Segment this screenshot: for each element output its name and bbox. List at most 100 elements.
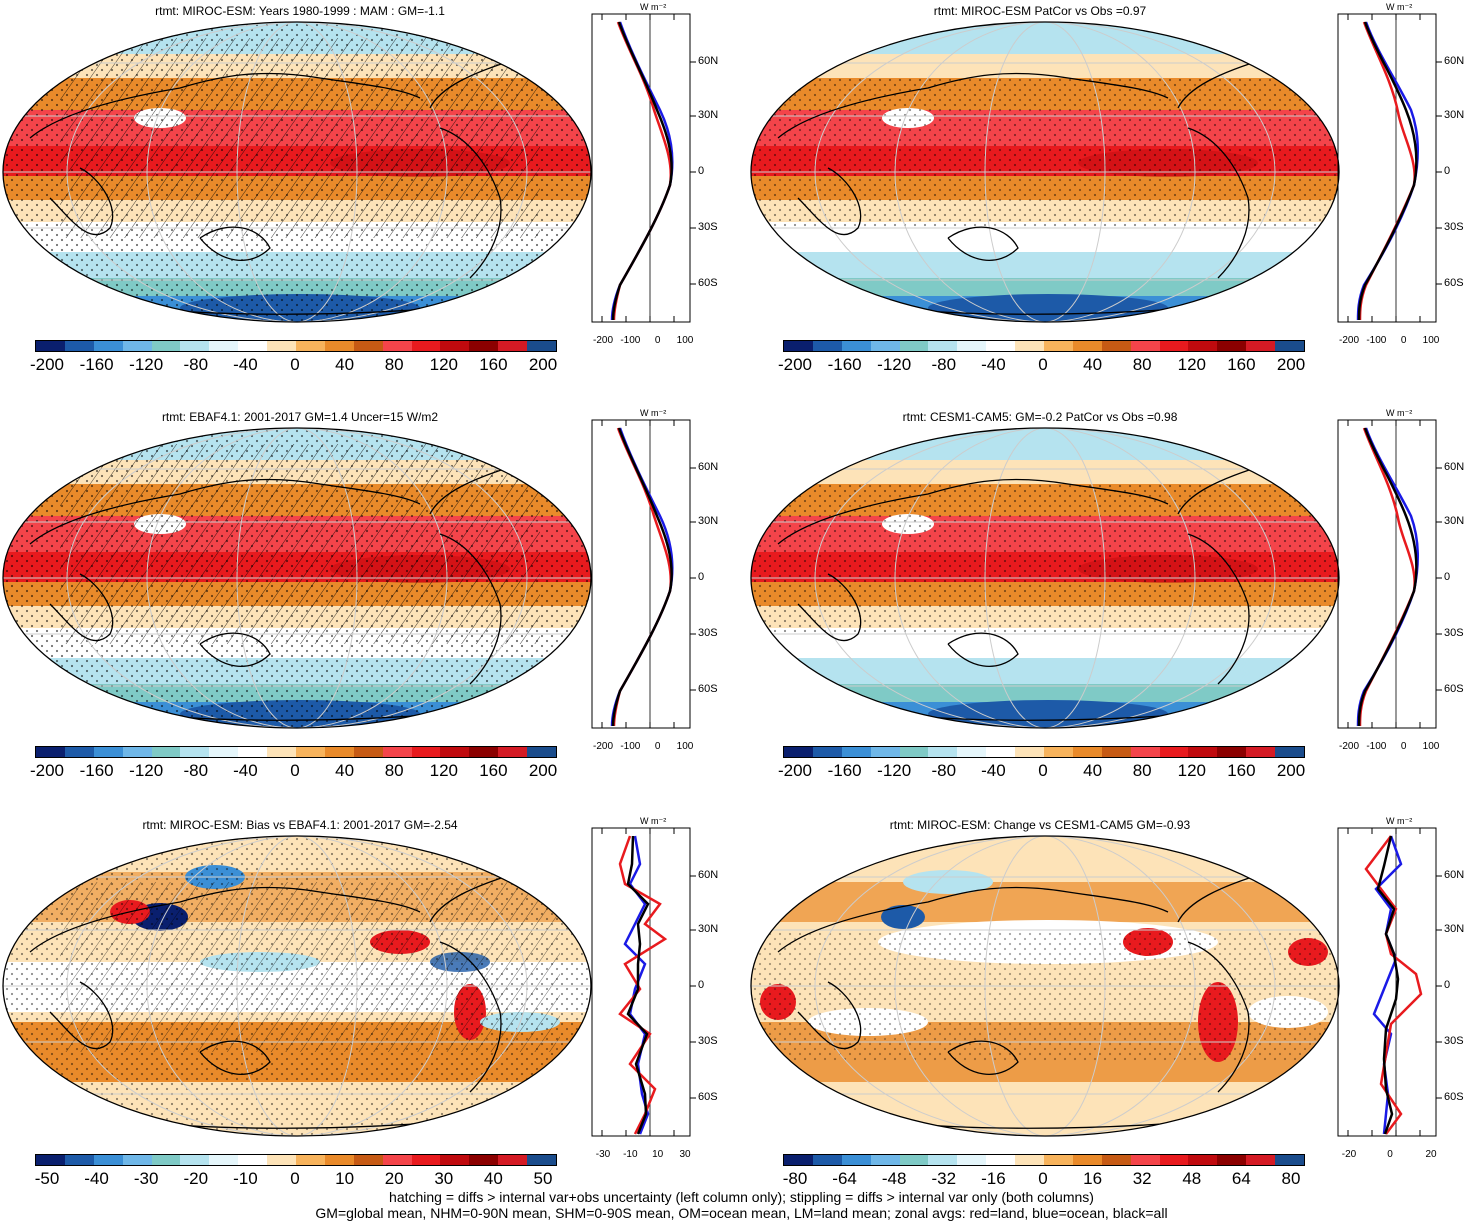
map-plot (0, 18, 600, 328)
zonal-tick-label: -100 (1366, 741, 1387, 752)
colorbar-swatch (324, 1155, 354, 1165)
zonal-units: W m⁻² (640, 408, 667, 418)
zonal-lat-label: 30S (698, 221, 718, 233)
zonal-plot (590, 406, 710, 746)
colorbar-tick-label: -120 (877, 355, 912, 374)
colorbar-swatch (899, 341, 929, 351)
colorbar-tick-label: 120 (429, 355, 458, 374)
colorbar-swatch (812, 1155, 842, 1165)
colorbar-tick-label: 0 (290, 1169, 300, 1188)
colorbar-swatch (957, 747, 987, 757)
zonal-lat-label: 60S (698, 1091, 718, 1103)
colorbar-tick-label: 0 (1038, 1169, 1048, 1188)
colorbar-tick-label: 0 (1038, 761, 1048, 780)
panel-title: rtmt: MIROC-ESM PatCor vs Obs =0.97 (933, 4, 1147, 18)
colorbar-tick-label: 80 (384, 355, 404, 374)
colorbar-swatch (440, 341, 470, 351)
colorbar-swatch (382, 747, 412, 757)
zonal-tick-label: 0 (654, 335, 661, 346)
zonal-lat-label: 30N (1444, 515, 1465, 527)
colorbar-swatch (180, 1155, 210, 1165)
colorbar-swatch (527, 747, 557, 757)
colorbar-swatch (1101, 747, 1131, 757)
colorbar-swatch (1275, 1155, 1305, 1165)
colorbar-tick-label: 48 (1182, 1169, 1202, 1188)
colorbar-tick-label: -10 (233, 1169, 258, 1188)
colorbar-swatch (353, 747, 383, 757)
colorbar-tick-label: 30 (434, 1169, 454, 1188)
zonal-lat-label: 60S (1444, 683, 1464, 695)
colorbar-swatch (812, 341, 842, 351)
colorbar-swatch (238, 747, 268, 757)
colorbar-tick-label: -64 (832, 1169, 857, 1188)
colorbar-swatch (870, 1155, 900, 1165)
colorbar-tick-label: 16 (1083, 1169, 1103, 1188)
colorbar-tick-label: -200 (777, 355, 813, 374)
map-plot (0, 832, 600, 1142)
zonal-tick-label: -30 (595, 1149, 611, 1160)
zonal-tick-label: -100 (620, 741, 641, 752)
colorbar-tick-label: -20 (183, 1169, 209, 1188)
colorbar-swatch (1072, 747, 1102, 757)
colorbar-tick-label: -80 (183, 355, 209, 374)
zonal-lat-label: 30N (698, 923, 719, 935)
zonal-lat-label: 60S (1444, 277, 1464, 289)
colorbar-swatch (267, 747, 297, 757)
colorbar-swatch (928, 341, 958, 351)
colorbar-swatch (1159, 341, 1189, 351)
zonal-tick-label: 0 (1387, 1149, 1393, 1160)
colorbar-tick-label: 32 (1132, 1169, 1152, 1188)
colorbar-tick-label: -200 (29, 761, 65, 780)
colorbar-swatch (440, 1155, 470, 1165)
colorbar-tick-label: 50 (533, 1169, 553, 1188)
colorbar-tick-label: 40 (1083, 761, 1103, 780)
zonal-lat-label: 60N (698, 461, 719, 473)
colorbar-swatch (324, 747, 354, 757)
colorbar-tick-label: -160 (827, 761, 862, 780)
colorbar-swatch (324, 341, 354, 351)
colorbar-tick-label: 120 (429, 761, 458, 780)
zonal-lat-label: 30S (1444, 627, 1464, 639)
colorbar-tick-label: -200 (777, 761, 813, 780)
colorbar-swatch (527, 341, 557, 351)
zonal-lat-label: 30S (698, 627, 718, 639)
colorbar-tick-label: 200 (528, 355, 558, 374)
colorbar-tick-label: -30 (133, 1169, 159, 1188)
zonal-lat-label: 0 (1444, 979, 1451, 991)
colorbar-swatch (1246, 747, 1276, 757)
map-plot (748, 18, 1348, 328)
colorbar-tick-label: -120 (877, 761, 912, 780)
panel-title: rtmt: CESM1-CAM5: GM=-0.2 PatCor vs Obs … (902, 410, 1178, 424)
colorbar-swatch (122, 1155, 152, 1165)
zonal-lat-label: 30S (1444, 1035, 1464, 1047)
zonal-tick-label: 0 (1400, 335, 1407, 346)
colorbar-tick-label: 10 (335, 1169, 355, 1188)
zonal-tick-label: -200 (592, 335, 614, 346)
colorbar-swatch (1217, 747, 1247, 757)
colorbar-tick-label: 40 (335, 761, 355, 780)
zonal-lat-label: 60N (698, 869, 719, 881)
colorbar-tick-label: 0 (1038, 355, 1048, 374)
colorbar-swatch (1188, 1155, 1218, 1165)
colorbar-swatch (440, 747, 470, 757)
colorbar-tick-label: 20 (384, 1169, 404, 1188)
zonal-lat-label: 0 (698, 979, 705, 991)
zonal-lat-label: 60N (1444, 55, 1465, 67)
colorbar-swatch (784, 1155, 813, 1165)
zonal-tick-label: 100 (1422, 741, 1440, 752)
colorbar-swatch (209, 1155, 239, 1165)
colorbar-tick-label: -32 (931, 1169, 957, 1188)
colorbar-swatch (1159, 1155, 1189, 1165)
colorbar-tick-label: -80 (931, 761, 957, 780)
zonal-tick-label: 100 (676, 741, 694, 752)
colorbar-swatch (151, 1155, 181, 1165)
colorbar-tick-label: -40 (981, 761, 1006, 780)
colorbar-swatch (1130, 341, 1160, 351)
colorbar-swatch (1072, 341, 1102, 351)
colorbar-swatch (1101, 341, 1131, 351)
colorbar-swatch (784, 747, 813, 757)
zonal-tick-label: -100 (620, 335, 641, 346)
colorbar-swatch (209, 341, 239, 351)
colorbar-tick-label: -80 (782, 1169, 808, 1188)
zonal-lat-label: 60N (1444, 869, 1465, 881)
